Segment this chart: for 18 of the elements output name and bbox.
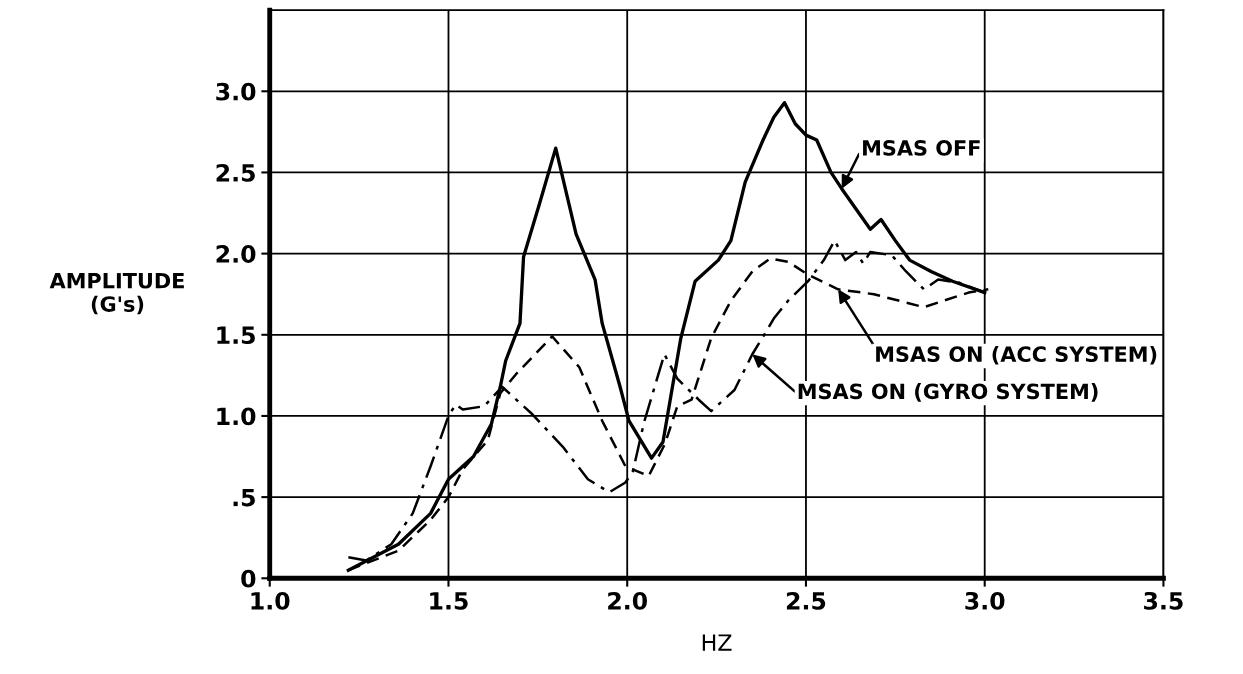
text: MSAS ON (GYRO SYSTEM) bbox=[798, 383, 1098, 402]
text: MSAS ON (ACC SYSTEM) bbox=[876, 345, 1157, 365]
x-tick-label: 3.5 bbox=[1144, 591, 1183, 610]
y-tick-label: 2.0 bbox=[216, 245, 256, 263]
y-tick-label: 1.5 bbox=[217, 326, 255, 345]
x-tick-label: 1.0 bbox=[251, 591, 290, 610]
y-axis-title: AMPLITUDE (G's) bbox=[49, 273, 184, 315]
y-tick-label: 1.0 bbox=[217, 407, 256, 426]
series-label: MSAS OFF bbox=[863, 140, 980, 156]
y-tick-label: 2.5 bbox=[216, 163, 255, 182]
y-tick-label: 0 bbox=[241, 569, 256, 588]
x-tick-label: 2.5 bbox=[786, 591, 826, 610]
y-tick-label: .5 bbox=[233, 488, 255, 507]
y-tick-label: 3.0 bbox=[216, 82, 256, 101]
x-axis-title: HZ bbox=[702, 634, 732, 651]
x-tick-label: 1.5 bbox=[430, 592, 468, 610]
x-tick-label: 2.0 bbox=[608, 591, 647, 610]
x-tick-label: 3.0 bbox=[965, 591, 1005, 610]
